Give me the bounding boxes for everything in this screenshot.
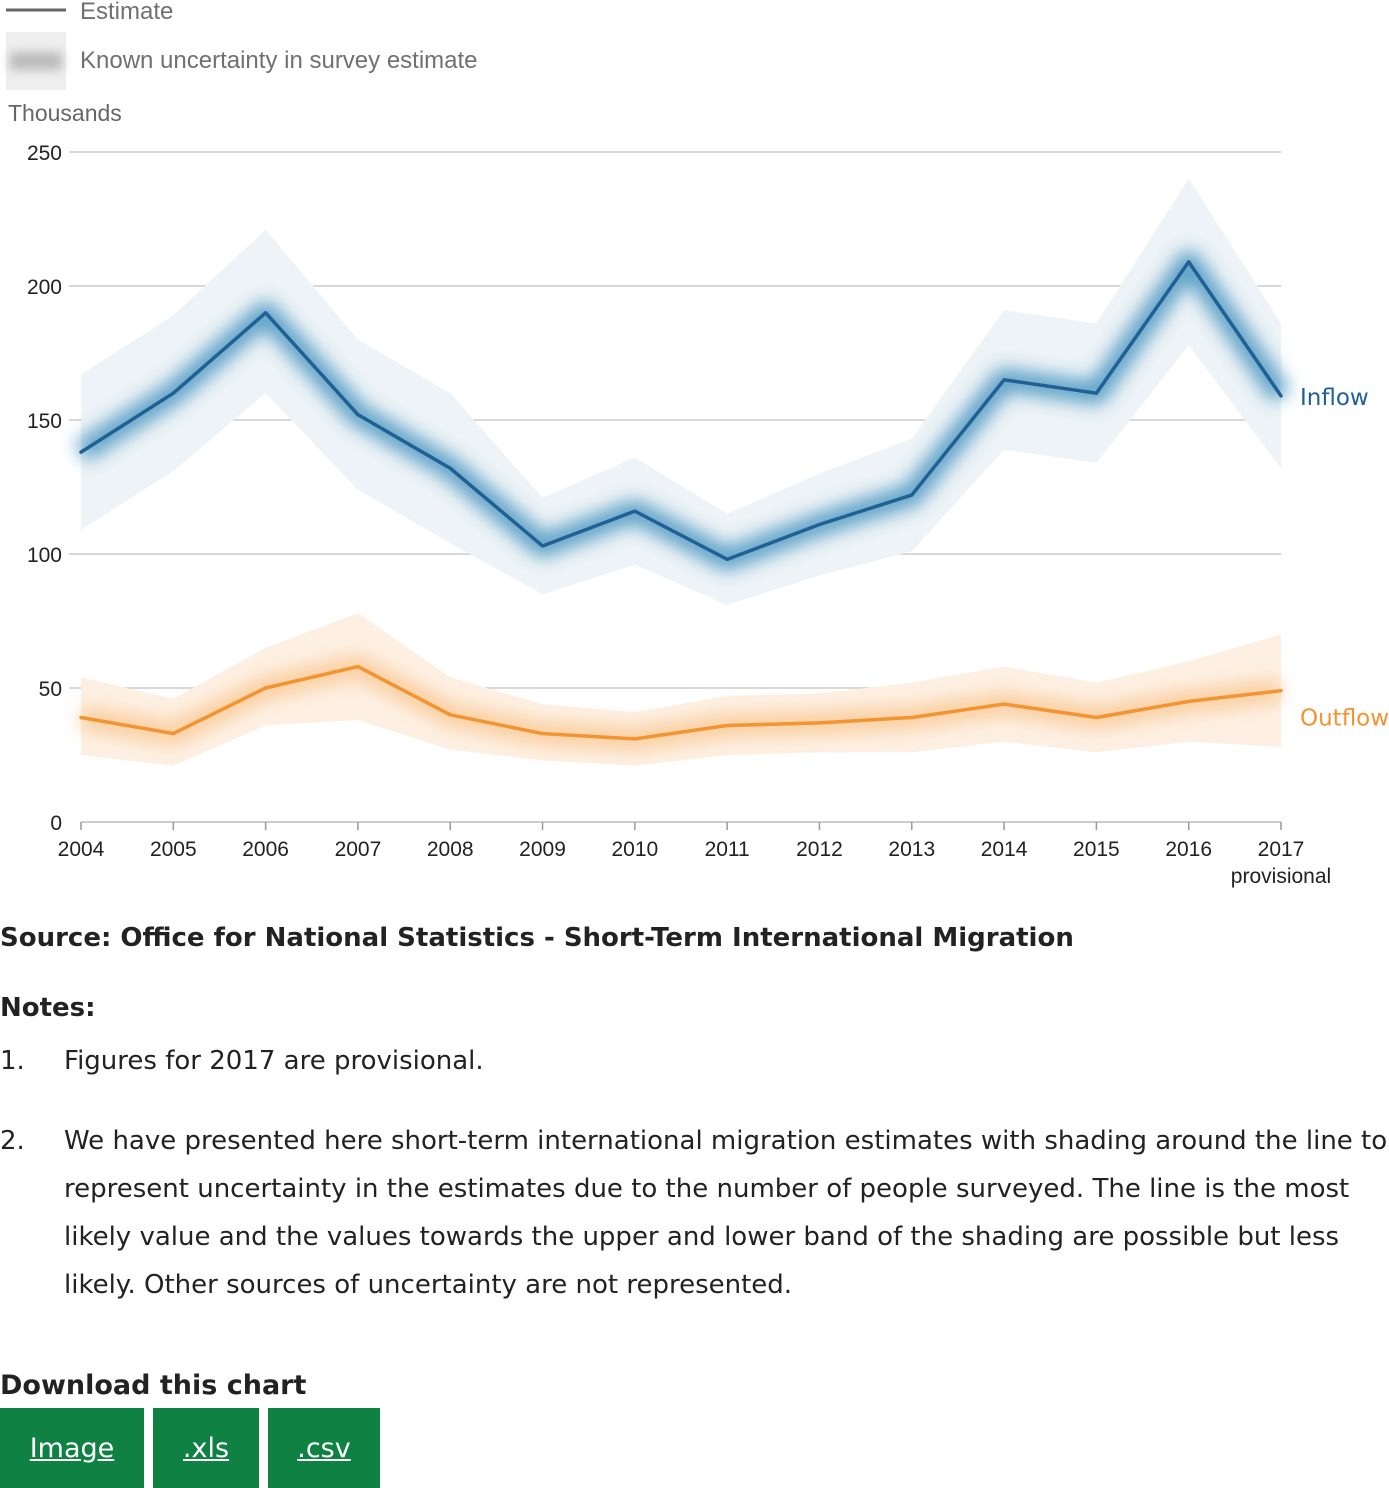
note-item: 1. Figures for 2017 are provisional. <box>0 1037 1389 1085</box>
x-tick-label: 2009 <box>519 838 566 861</box>
x-tick-label: 2008 <box>427 838 474 861</box>
download-csv-button[interactable]: .csv <box>268 1408 380 1488</box>
x-axis: 2004 2005 2006 2007 2008 2009 2010 2011 2012 2013… <box>58 821 1331 888</box>
uncertainty-bands <box>75 178 1291 766</box>
note-number: 1. <box>0 1045 25 1076</box>
x-tick-label: 2014 <box>981 838 1028 861</box>
download-buttons: Image .xls .csv <box>0 1408 380 1488</box>
download-xls-button[interactable]: .xls <box>153 1408 259 1488</box>
x-tick-label: 2004 <box>58 838 105 861</box>
legend-uncertainty-swatch-blur <box>10 52 62 70</box>
x-tick-label: 2016 <box>1165 838 1212 861</box>
y-tick-label: 100 <box>27 544 62 567</box>
chart-legend: Estimate Known uncertainty in survey est… <box>6 0 478 90</box>
uncertainty-band-outer <box>81 178 1281 605</box>
x-tick-label: 2011 <box>705 838 750 861</box>
x-tick-label: 2010 <box>611 838 658 861</box>
download-image-button[interactable]: Image <box>0 1408 144 1488</box>
y-tick-label: 250 <box>27 142 62 165</box>
series-label-inflow: Inflow <box>1300 385 1369 411</box>
series-line-inflow <box>79 260 1283 562</box>
download-title: Download this chart <box>0 1370 307 1401</box>
note-item: 2. We have presented here short-term inte… <box>0 1117 1389 1309</box>
uncertainty-band-outer <box>81 612 1281 766</box>
notes-title: Notes: <box>0 993 96 1024</box>
notes-list: 1. Figures for 2017 are provisional. 2. We… <box>0 1037 1389 1309</box>
y-tick-label: 200 <box>27 276 62 299</box>
note-number: 2. <box>0 1125 25 1156</box>
chart-source: Source: Office for National Statistics -… <box>0 923 1074 953</box>
chart: Estimate Known uncertainty in survey est… <box>6 0 1389 888</box>
note-text: We have presented here short-term intern… <box>64 1125 1388 1300</box>
x-tick-label: 2007 <box>335 838 382 861</box>
x-tick-label: 2005 <box>150 838 197 861</box>
y-tick-label: 0 <box>50 812 62 835</box>
series-line-outflow <box>79 664 1283 741</box>
y-tick-label: 150 <box>27 410 62 433</box>
y-tick-label: 50 <box>39 678 62 701</box>
x-tick-label: 2012 <box>796 838 843 861</box>
y-axis-label: Thousands <box>8 100 122 126</box>
x-tick-label: 2017 <box>1258 838 1305 861</box>
x-tick-label: 2006 <box>242 838 289 861</box>
series-lines <box>79 260 1283 741</box>
series-labels: Inflow Outflow <box>1300 385 1389 732</box>
series-label-outflow: Outflow <box>1300 706 1389 732</box>
legend-uncertainty-label: Known uncertainty in survey estimate <box>80 47 478 74</box>
x-tick-sublabel: provisional <box>1231 865 1331 888</box>
note-text: Figures for 2017 are provisional. <box>64 1045 484 1076</box>
legend-estimate-label: Estimate <box>80 0 173 25</box>
x-tick-label: 2015 <box>1073 838 1120 861</box>
x-tick-label: 2013 <box>888 838 935 861</box>
y-axis-ticks: 0 50 100 150 200 250 <box>27 142 62 835</box>
